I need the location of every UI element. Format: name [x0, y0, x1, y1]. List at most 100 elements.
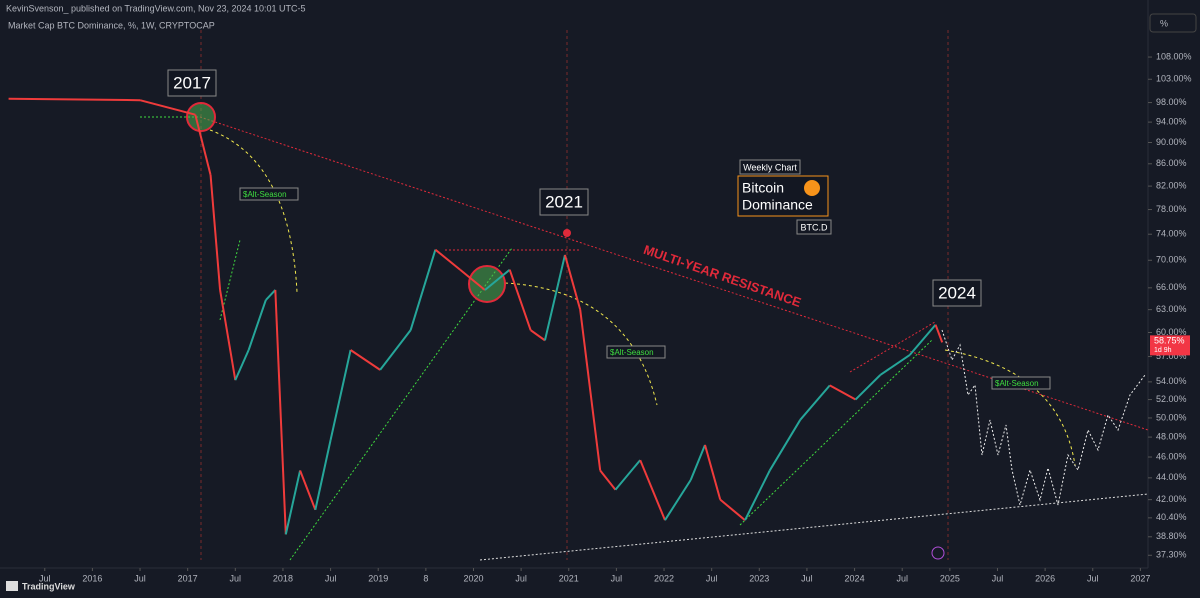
x-tick-label: Jul — [896, 573, 908, 583]
highlight-circle — [468, 265, 506, 303]
x-tick-label: 2024 — [845, 573, 865, 583]
x-tick-label: 2018 — [273, 573, 293, 583]
x-tick-label: Jul — [134, 573, 146, 583]
label-box — [796, 219, 832, 235]
price-segment — [719, 498, 746, 521]
y-tick-label: 98.00% — [1156, 97, 1187, 107]
x-tick-label: 8 — [423, 573, 428, 583]
arc-arrow — [209, 129, 298, 293]
price-segment — [543, 254, 566, 341]
price-segment — [508, 269, 532, 331]
x-tick-label: 2021 — [559, 573, 579, 583]
y-tick-label: 82.00% — [1156, 180, 1187, 190]
price-segment — [579, 309, 602, 471]
price-segment — [563, 254, 582, 310]
y-tick-label: 57.00% — [1156, 351, 1187, 361]
price-segment — [799, 384, 831, 421]
x-tick-label: Jul — [706, 573, 718, 583]
price-segment — [484, 268, 511, 291]
y-tick-label: 46.00% — [1156, 451, 1187, 461]
logo: TradingView — [22, 581, 76, 591]
y-tick-label: 66.00% — [1156, 282, 1187, 292]
price-segment — [284, 470, 302, 535]
y-tick-label: 78.00% — [1156, 204, 1187, 214]
y-tick-label: 60.00% — [1156, 327, 1187, 337]
label-box — [239, 187, 299, 201]
name-label: Dominance — [742, 197, 813, 213]
x-tick-label: 2027 — [1130, 573, 1150, 583]
x-tick-label: 2019 — [368, 573, 388, 583]
price-segment — [379, 329, 412, 371]
price-segment — [639, 459, 666, 521]
price-segment — [329, 349, 352, 441]
y-tick-label: 108.00% — [1156, 51, 1192, 61]
ticker-label: BTC.D — [801, 222, 829, 232]
label-box — [932, 279, 982, 307]
price-segment — [768, 419, 802, 471]
y-tick-label: 42.00% — [1156, 494, 1187, 504]
y-tick-label: 48.00% — [1156, 431, 1187, 441]
price-segment — [599, 469, 617, 491]
label-box — [539, 188, 589, 216]
x-tick-label: 2020 — [463, 573, 483, 583]
label-box — [991, 376, 1051, 390]
alt-season-label: $Alt-Season — [610, 348, 654, 357]
price-segment — [299, 470, 317, 511]
plot — [8, 97, 944, 535]
x-tick-label: 2017 — [178, 573, 198, 583]
price-segment — [219, 289, 237, 381]
x-tick-label: Jul — [515, 573, 527, 583]
y-tick-label: 44.00% — [1156, 472, 1187, 482]
price-segment — [744, 470, 771, 521]
y-tick-label: 94.00% — [1156, 116, 1187, 126]
price-segment — [209, 174, 222, 291]
y-tick-label: 38.80% — [1156, 531, 1187, 541]
price-segment — [8, 97, 141, 102]
price-segment — [934, 324, 944, 343]
price-segment — [194, 114, 212, 176]
label-box — [606, 345, 666, 359]
year-label: 2017 — [173, 73, 211, 92]
highlight-circle — [186, 102, 216, 132]
price-tag — [1150, 335, 1190, 356]
year-label: 2021 — [545, 192, 583, 211]
price-segment — [434, 248, 461, 271]
publisher: KevinSvenson_ published on TradingView.c… — [6, 3, 306, 13]
peak-dot — [563, 229, 571, 237]
y-tick-label: 90.00% — [1156, 137, 1187, 147]
price-segment — [614, 459, 641, 491]
x-tick-label: 2026 — [1035, 573, 1055, 583]
price-segment — [530, 329, 546, 342]
alt-season-label: $Alt-Season — [243, 190, 287, 199]
x-tick-label: Jul — [230, 573, 242, 583]
price-segment — [879, 354, 911, 376]
label-box — [167, 69, 217, 97]
y-tick-label: 37.30% — [1156, 550, 1187, 560]
price-segment — [909, 324, 937, 356]
price-segment — [664, 479, 692, 521]
countdown: 1d 9h — [1154, 347, 1172, 354]
x-tick-label: Jul — [39, 573, 51, 583]
price-segment — [314, 439, 332, 511]
price-segment — [829, 384, 857, 401]
chart-title: Market Cap BTC Dominance, %, 1W, CRYPTOC… — [8, 20, 215, 30]
y-tick-label: 70.00% — [1156, 255, 1187, 265]
year-label: 2024 — [938, 283, 976, 302]
label-box — [739, 159, 801, 175]
x-tick-label: Jul — [611, 573, 623, 583]
price-segment — [689, 444, 706, 481]
y-tick-label: 86.00% — [1156, 158, 1187, 168]
x-tick-label: 2016 — [82, 573, 102, 583]
drawings — [140, 30, 1149, 561]
price-segment — [350, 349, 381, 371]
unit-box — [1149, 13, 1197, 33]
y-tick-label: 63.00% — [1156, 304, 1187, 314]
price-segment — [409, 249, 437, 331]
logo-icon — [6, 581, 18, 591]
alt-season-label: $Alt-Season — [995, 379, 1039, 388]
price-segment — [139, 99, 196, 116]
price-segment — [274, 289, 287, 535]
x-tick-label: Jul — [801, 573, 813, 583]
y-tick-label: 52.00% — [1156, 394, 1187, 404]
